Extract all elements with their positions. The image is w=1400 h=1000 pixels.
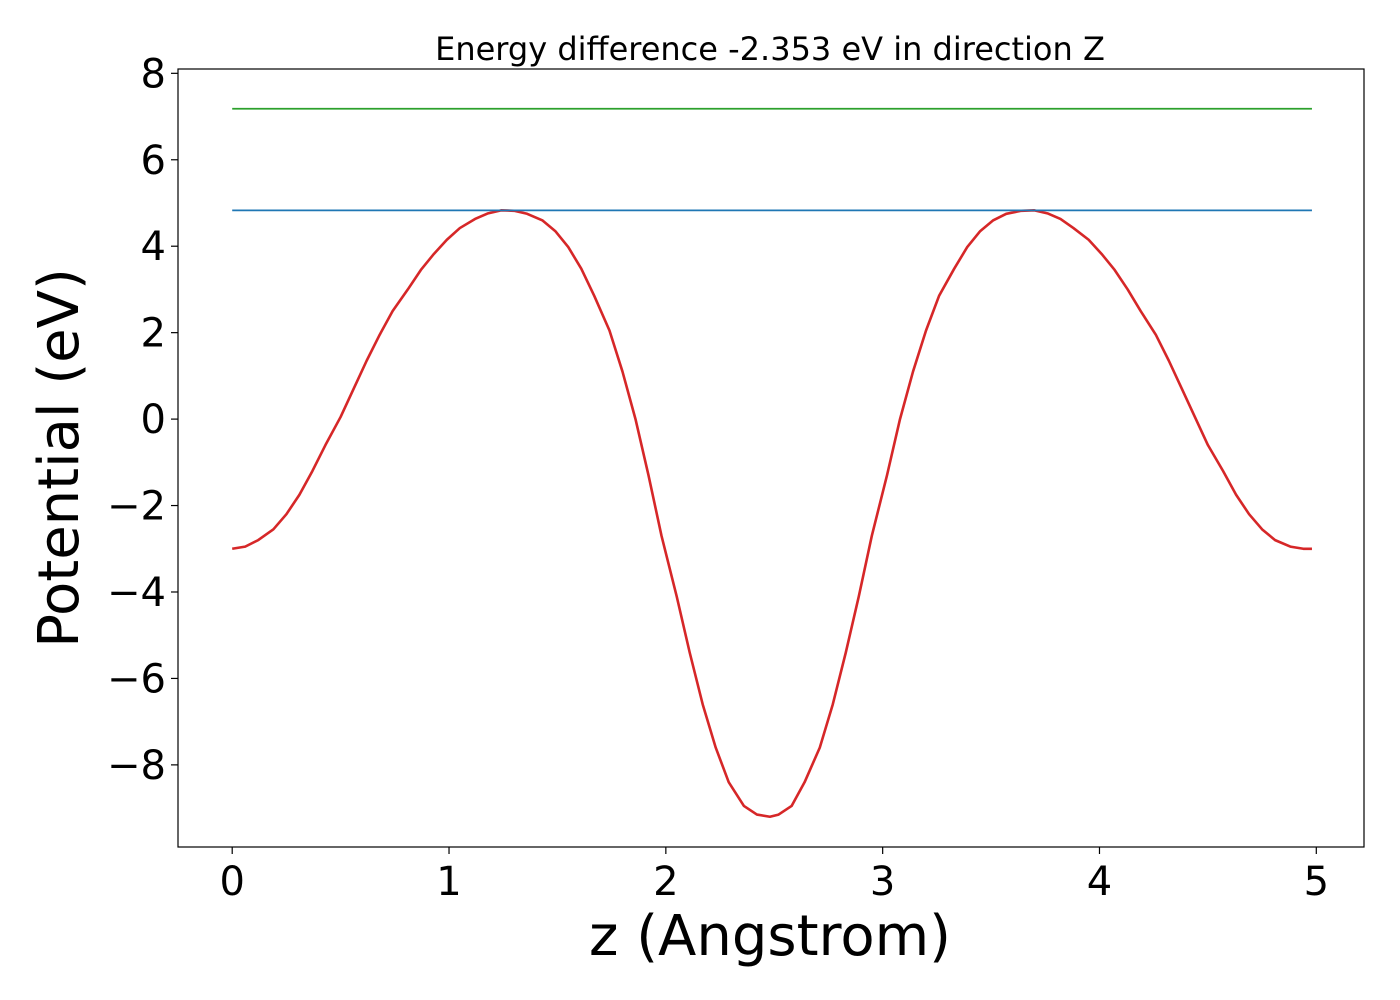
x-tick-label: 3	[870, 859, 895, 905]
series-line-0	[231, 209, 1312, 819]
x-tick-label: 2	[653, 859, 678, 905]
y-tick-label: 6	[141, 138, 166, 184]
y-tick-label: 8	[141, 51, 166, 97]
x-ticks: 0 1 2 3 4 5	[219, 847, 1329, 905]
y-tick-label: 0	[141, 397, 166, 443]
chart-title: Energy difference -2.353 eV in direction…	[435, 30, 1105, 68]
y-axis-title: Potential (eV)	[27, 268, 92, 648]
x-tick-label: 5	[1304, 859, 1329, 905]
plot-frame	[177, 68, 1365, 848]
x-tick-label: 1	[436, 859, 461, 905]
x-axis-title: z (Angstrom)	[589, 904, 951, 969]
y-tick-label: −2	[107, 484, 166, 530]
x-tick-label: 4	[1087, 859, 1112, 905]
y-tick-label: −8	[107, 743, 166, 789]
y-tick-label: −4	[107, 570, 166, 616]
plot-area	[177, 68, 1365, 848]
y-tick-label: 4	[141, 224, 166, 270]
y-tick-label: 2	[141, 311, 166, 357]
y-ticks: 8 6 4 2 0 −2 −4 −6 −8	[107, 51, 178, 789]
y-tick-label: −6	[107, 656, 166, 702]
x-tick-label: 0	[219, 859, 244, 905]
